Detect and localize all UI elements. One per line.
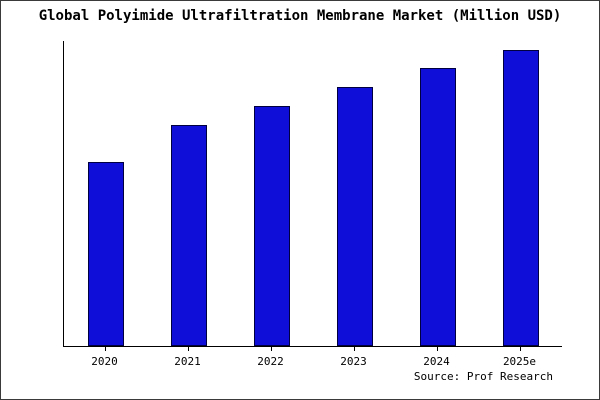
x-tick-label-2025e: 2025e <box>478 347 561 368</box>
x-tick-label-2024: 2024 <box>395 347 478 368</box>
bar-slot-2022 <box>230 41 313 346</box>
bar-slot-2024 <box>396 41 479 346</box>
x-tick-label-2022: 2022 <box>229 347 312 368</box>
plot-area <box>63 41 562 347</box>
bar-slot-2023 <box>313 41 396 346</box>
x-tick-label-2023: 2023 <box>312 347 395 368</box>
bar-2022 <box>253 106 290 346</box>
bar-2024 <box>419 67 456 346</box>
x-axis-labels: 2020 2021 2022 2023 2024 2025e <box>63 347 561 368</box>
bar-2023 <box>336 86 373 346</box>
bar-slot-2021 <box>147 41 230 346</box>
source-credit: Source: Prof Research <box>413 370 553 383</box>
bar-2020 <box>87 162 124 346</box>
x-tick-label-2020: 2020 <box>63 347 146 368</box>
x-tick-label-2021: 2021 <box>146 347 229 368</box>
bar-slot-2025e <box>479 41 562 346</box>
bar-2025e <box>502 49 539 346</box>
bar-2021 <box>170 125 207 346</box>
chart-title: Global Polyimide Ultrafiltration Membran… <box>38 8 562 24</box>
bar-group <box>64 41 562 346</box>
bar-slot-2020 <box>64 41 147 346</box>
